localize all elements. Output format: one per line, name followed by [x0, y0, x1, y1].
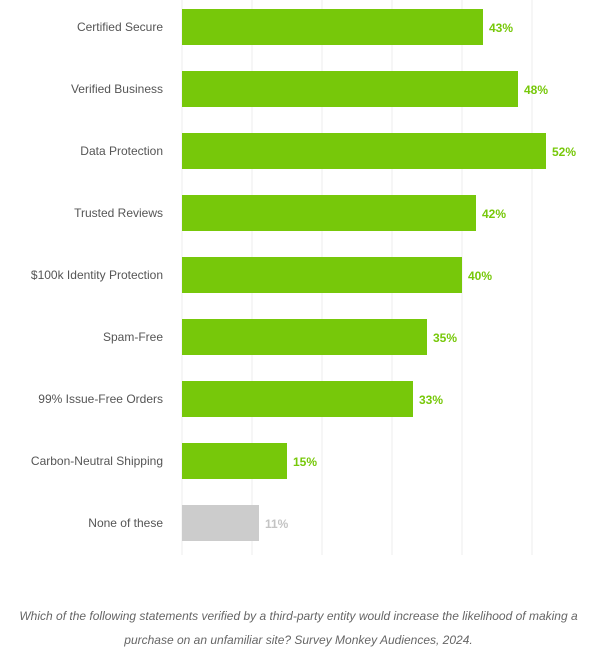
- bar-verified-business: [182, 71, 518, 107]
- category-label-verified-business: Verified Business: [71, 82, 163, 96]
- category-label-99-issue-free-orders: 99% Issue-Free Orders: [38, 392, 163, 406]
- bar-certified-secure: [182, 9, 483, 45]
- bar-carbon-neutral-shipping: [182, 443, 287, 479]
- value-label-verified-business: 48%: [524, 83, 548, 97]
- bar-100k-identity-protection: [182, 257, 462, 293]
- value-label-spam-free: 35%: [433, 331, 457, 345]
- value-label-none-of-these: 11%: [265, 517, 289, 531]
- chart-caption: Which of the following statements verifi…: [19, 609, 578, 647]
- category-label-carbon-neutral-shipping: Carbon-Neutral Shipping: [31, 454, 163, 468]
- chart-labels: Certified Secure 43% Verified Business 48% D…: [31, 20, 576, 531]
- value-label-99-issue-free-orders: 33%: [419, 393, 443, 407]
- value-label-certified-secure: 43%: [489, 21, 513, 35]
- category-label-none-of-these: None of these: [88, 516, 163, 530]
- bar-trusted-reviews: [182, 195, 476, 231]
- category-label-certified-secure: Certified Secure: [77, 20, 163, 34]
- category-label-100k-identity-protection: $100k Identity Protection: [31, 268, 163, 282]
- chart-bars: [182, 9, 546, 541]
- category-label-data-protection: Data Protection: [80, 144, 163, 158]
- bar-spam-free: [182, 319, 427, 355]
- value-label-carbon-neutral-shipping: 15%: [293, 455, 317, 469]
- value-label-data-protection: 52%: [552, 145, 576, 159]
- category-label-trusted-reviews: Trusted Reviews: [74, 206, 163, 220]
- bar-data-protection: [182, 133, 546, 169]
- bar-chart: Certified Secure 43% Verified Business 48% D…: [31, 0, 576, 555]
- value-label-trusted-reviews: 42%: [482, 207, 506, 221]
- value-label-100k-identity-protection: 40%: [468, 269, 492, 283]
- bar-99-issue-free-orders: [182, 381, 413, 417]
- category-label-spam-free: Spam-Free: [103, 330, 163, 344]
- bar-none-of-these: [182, 505, 259, 541]
